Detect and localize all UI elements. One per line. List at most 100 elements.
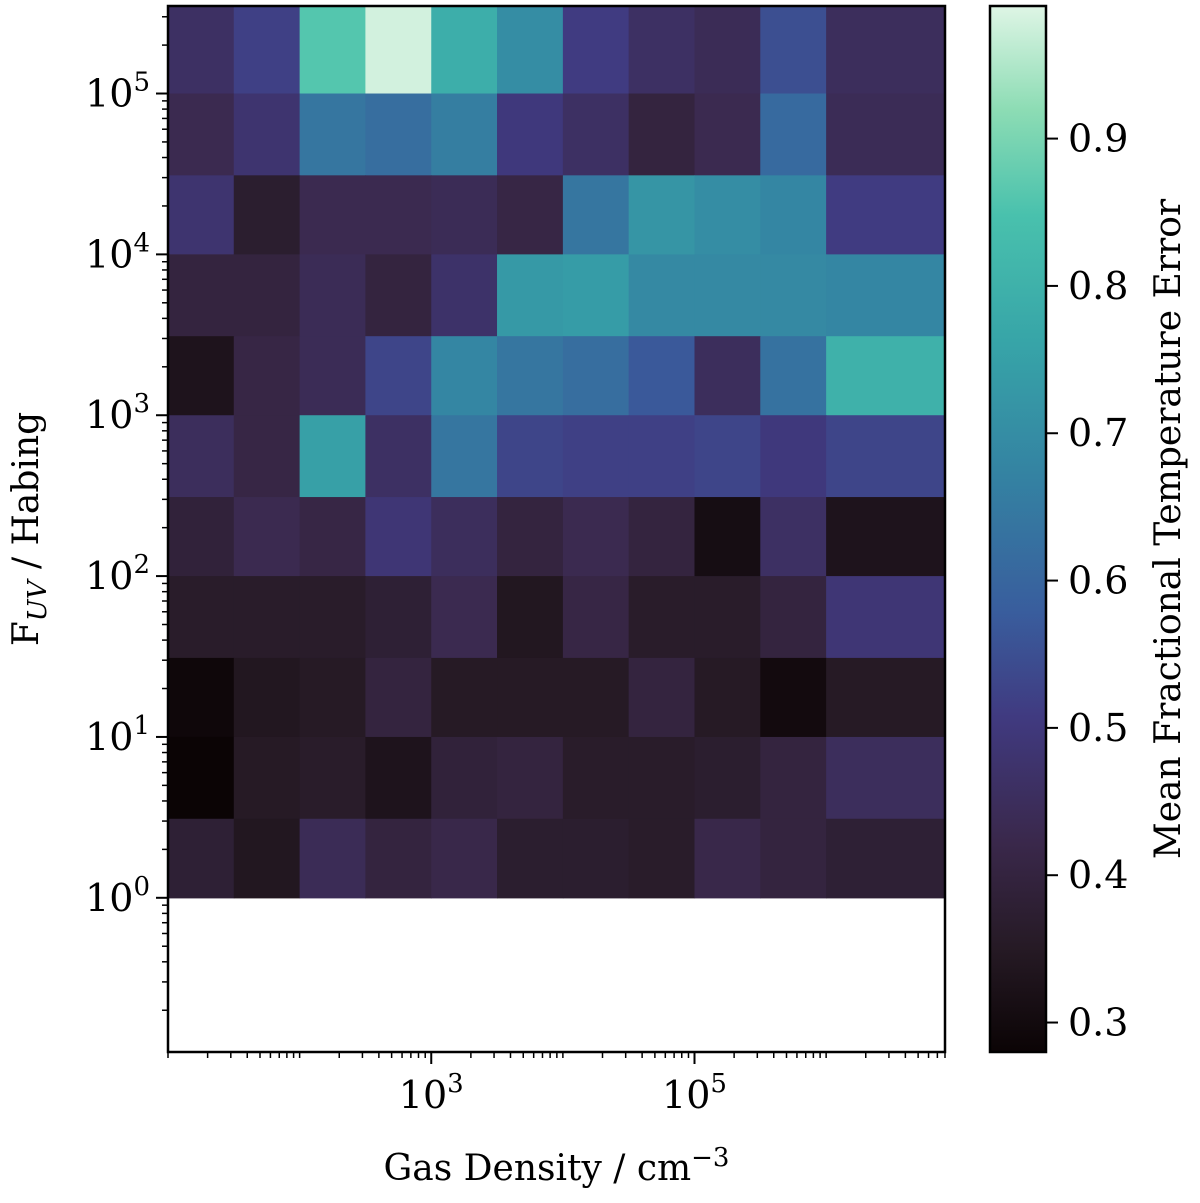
heatmap-cell: [431, 497, 498, 577]
heatmap-cell: [497, 497, 564, 577]
heatmap-cell: [760, 657, 827, 738]
heatmap-cell: [628, 93, 696, 176]
heatmap-cell: [628, 6, 696, 95]
heatmap-cell: [497, 657, 564, 738]
heatmap-cell: [168, 576, 235, 659]
heatmap-cell: [299, 818, 366, 899]
heatmap-cell: [694, 736, 761, 820]
heatmap-cell: [168, 657, 235, 738]
heatmap-cell: [694, 818, 761, 899]
heatmap-cell: [826, 657, 946, 738]
heatmap-cell: [628, 497, 696, 577]
heatmap-cell: [365, 497, 432, 577]
heatmap-cell: [628, 254, 696, 337]
heatmap-cell: [562, 736, 630, 820]
heatmap-cell: [760, 175, 827, 255]
heatmap-cell: [233, 818, 301, 899]
heatmap-cell: [826, 254, 946, 337]
heatmap-cell: [694, 175, 761, 255]
heatmap-cell: [562, 6, 630, 95]
heatmap-cell: [497, 6, 564, 95]
heatmap-cell: [760, 6, 827, 95]
heatmap-cell: [233, 736, 301, 820]
colorbar-ticks: 0.3 0.4 0.5 0.6 0.7 0.8 0.9: [1046, 117, 1128, 1045]
heatmap-cell: [299, 175, 366, 255]
heatmap-cell: [365, 254, 432, 337]
heatmap-cell: [168, 254, 235, 337]
heatmap-cell: [233, 254, 301, 337]
heatmap-cell: [760, 818, 827, 899]
heatmap-cell: [760, 497, 827, 577]
heatmap-cell: [694, 6, 761, 95]
heatmap-cell: [628, 818, 696, 899]
heatmap-cell: [497, 93, 564, 176]
heatmap-cell: [694, 657, 761, 738]
x-axis-label: Gas Density / cm−3: [384, 1143, 730, 1189]
heatmap-cell: [431, 6, 498, 95]
heatmap-cell: [826, 6, 946, 95]
heatmap-cell: [628, 415, 696, 498]
heatmap-cell: [168, 336, 235, 416]
heatmap-cell: [628, 175, 696, 255]
colorbar-tick-label: 0.7: [1068, 411, 1128, 455]
heatmap-cell: [497, 175, 564, 255]
heatmap-cell: [233, 657, 301, 738]
heatmap-cell: [431, 415, 498, 498]
x-axis-ticks: 103 105: [167, 1052, 946, 1117]
heatmap-cell: [760, 254, 827, 337]
heatmap-cell: [760, 576, 827, 659]
colorbar-tick-label: 0.8: [1068, 264, 1128, 308]
y-tick-label: 103: [85, 389, 150, 437]
heatmap-cell: [168, 736, 235, 820]
colorbar-label: Mean Fractional Temperature Error: [1148, 198, 1189, 859]
heatmap-cell: [299, 576, 366, 659]
heatmap-cell: [694, 93, 761, 176]
heatmap-cell: [299, 336, 366, 416]
heatmap-cell: [562, 415, 630, 498]
heatmap-cell: [497, 576, 564, 659]
y-tick-label: 102: [85, 550, 150, 598]
heatmap-cell: [826, 736, 946, 820]
heatmap-cell: [431, 576, 498, 659]
heatmap-cell: [431, 254, 498, 337]
heatmap-cell: [233, 497, 301, 577]
colorbar-tick-label: 0.4: [1068, 853, 1128, 897]
y-tick-label: 101: [85, 711, 150, 759]
x-tick-label: 105: [662, 1069, 727, 1117]
heatmap-cell: [365, 657, 432, 738]
heatmap-cell: [299, 415, 366, 498]
heatmap-cell: [497, 736, 564, 820]
colorbar-tick-label: 0.3: [1068, 1001, 1128, 1045]
heatmap-cell: [562, 576, 630, 659]
heatmap-cell: [497, 336, 564, 416]
heatmap-cell: [233, 6, 301, 95]
heatmap-cell: [365, 818, 432, 899]
heatmap-cell: [826, 497, 946, 577]
heatmap-cell: [562, 254, 630, 337]
colorbar-tick-label: 0.6: [1068, 559, 1128, 603]
heatmap-cell: [299, 657, 366, 738]
heatmap-cell: [497, 818, 564, 899]
heatmap-cell: [562, 657, 630, 738]
heatmap-cell: [562, 175, 630, 255]
heatmap-cell: [628, 336, 696, 416]
heatmap-cell: [562, 93, 630, 176]
y-tick-label: 104: [85, 228, 150, 276]
heatmap-cell: [168, 6, 235, 95]
heatmap-cell: [365, 175, 432, 255]
heatmap-cell: [365, 93, 432, 176]
heatmap-cell: [826, 576, 946, 659]
heatmap-cells: [168, 6, 946, 899]
x-tick-label: 103: [399, 1069, 464, 1117]
heatmap-cell: [365, 336, 432, 416]
heatmap-cell: [299, 254, 366, 337]
heatmap-cell: [168, 818, 235, 899]
heatmap-cell: [826, 93, 946, 176]
heatmap-cell: [168, 415, 235, 498]
y-tick-label: 105: [85, 68, 150, 116]
heatmap-cell: [760, 415, 827, 498]
heatmap-cell: [562, 818, 630, 899]
heatmap-cell: [233, 336, 301, 416]
heatmap-cell: [628, 657, 696, 738]
